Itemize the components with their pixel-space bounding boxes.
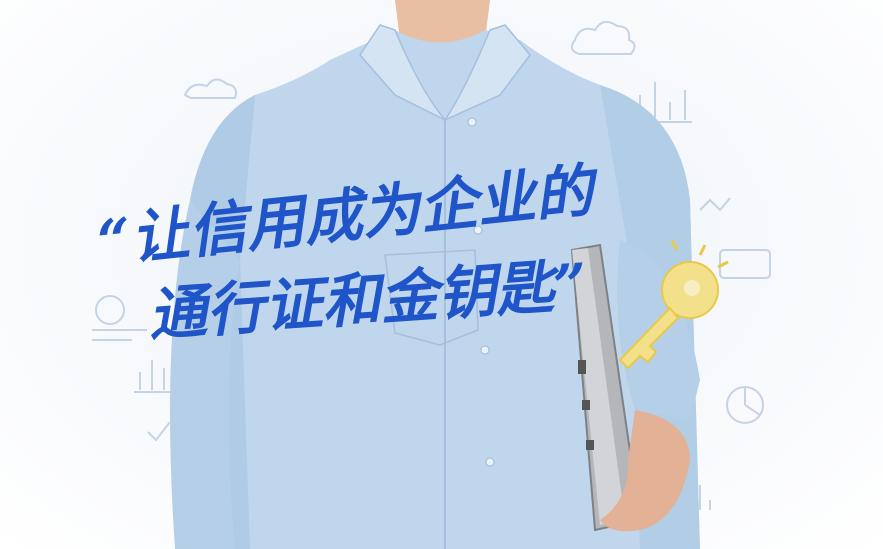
- slogan-line-2: 通行证和金钥匙”: [146, 250, 589, 348]
- bar-chart-icon: [134, 360, 174, 393]
- cloud-icon: [570, 20, 636, 55]
- checkmark-icon: [147, 421, 171, 442]
- gear-icon: [95, 295, 125, 325]
- cloud-icon: [183, 78, 237, 99]
